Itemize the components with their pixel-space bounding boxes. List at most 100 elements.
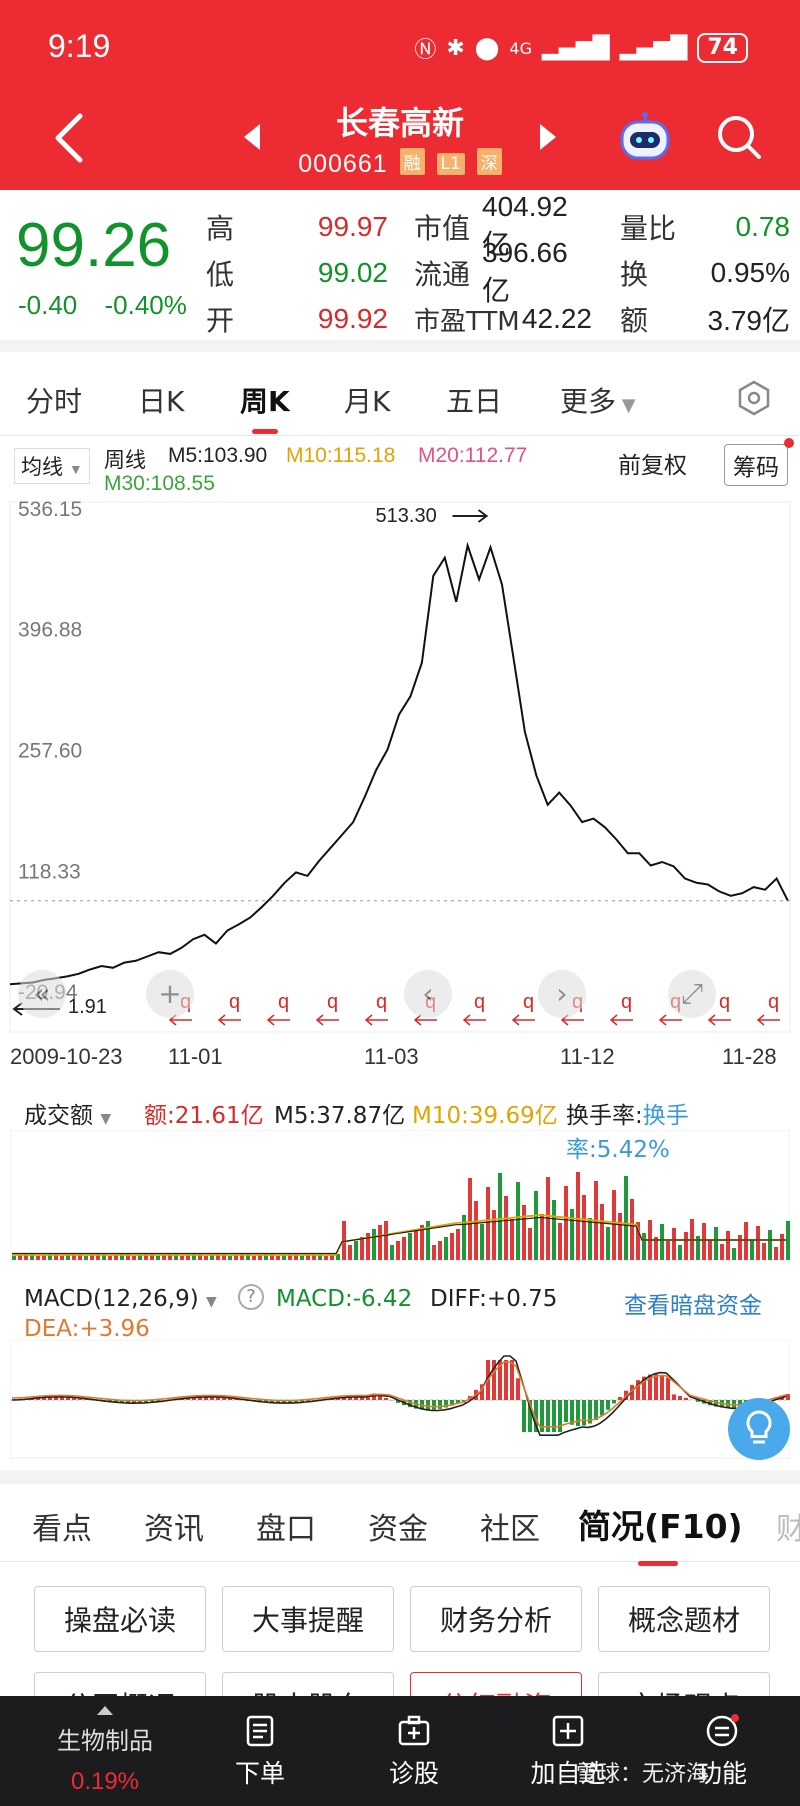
volume-bar	[282, 1255, 286, 1260]
tab-monthly-k[interactable]: 月K	[344, 385, 391, 418]
volume-bar	[432, 1245, 436, 1260]
tab-more-label: 更多	[560, 385, 617, 418]
value-amount-text: 3.79亿	[707, 305, 791, 336]
volume-chart[interactable]	[10, 1130, 790, 1270]
volume-bar	[714, 1227, 718, 1260]
tab-more[interactable]: 更多 ▼	[560, 380, 636, 420]
lightbulb-icon[interactable]	[728, 1398, 790, 1460]
tab-f10[interactable]: 简况(F10)	[578, 1500, 743, 1566]
status-time: 9:19	[48, 28, 111, 64]
btn-concepts[interactable]: 概念题材	[598, 1586, 770, 1652]
robot-assistant-icon[interactable]	[616, 112, 674, 162]
tab-news[interactable]: 资讯	[144, 1512, 204, 1547]
search-icon[interactable]	[714, 112, 764, 162]
chevron-down-icon: ▼	[100, 1111, 112, 1127]
ma5-value: M5:103.90	[168, 444, 268, 467]
macd-chart[interactable]	[10, 1340, 790, 1465]
nav-functions-label: 功能	[696, 1759, 747, 1788]
tab-daily-k[interactable]: 日K	[138, 385, 185, 418]
macd-histogram-bar	[600, 1400, 604, 1416]
macd-histogram-bar	[48, 1397, 52, 1400]
volume-bar	[498, 1173, 502, 1260]
macd-histogram-bar	[36, 1397, 40, 1400]
volume-bar	[162, 1255, 166, 1260]
macd-value: MACD:-6.42	[276, 1286, 413, 1312]
zoom-out-far-icon-bg	[18, 970, 66, 1018]
value-volratio-text: 0.78	[735, 211, 791, 242]
tab-funds[interactable]: 资金	[368, 1512, 428, 1547]
settings-hex-icon[interactable]	[736, 380, 772, 416]
btn-financials[interactable]: 财务分析	[410, 1586, 582, 1652]
tab-weekly-k[interactable]: 周K	[240, 380, 290, 434]
nav-order[interactable]: 下单	[200, 1714, 320, 1790]
volume-bar	[756, 1226, 760, 1260]
tab-kandian[interactable]: 看点	[32, 1512, 92, 1547]
event-marker: q	[376, 991, 387, 1013]
ma10-value: M10:115.18	[286, 444, 396, 467]
label-amount: 额	[620, 296, 648, 342]
last-price: 99.26	[16, 211, 172, 280]
back-icon[interactable]	[50, 112, 90, 164]
next-stock-icon[interactable]	[540, 124, 556, 150]
ma-selector[interactable]: 均线 ▼	[14, 448, 90, 484]
tab-five-day[interactable]: 五日	[446, 385, 503, 418]
tag-rong: 融	[399, 148, 425, 175]
label-pe-text: 市盈TTM	[414, 306, 520, 337]
macd-histogram-bar	[432, 1400, 436, 1410]
menu-icon	[706, 1714, 739, 1747]
volume-bar	[276, 1256, 280, 1260]
volume-bar	[660, 1224, 664, 1260]
btn-events[interactable]: 大事提醒	[222, 1586, 394, 1652]
volume-bar	[510, 1219, 514, 1260]
help-icon[interactable]: ?	[238, 1284, 264, 1310]
volume-bar	[78, 1253, 82, 1260]
prev-stock-icon[interactable]	[244, 124, 260, 150]
volume-bar	[450, 1233, 454, 1260]
volume-selector[interactable]: 成交额 ▼	[24, 1096, 111, 1130]
volume-bar	[780, 1234, 784, 1260]
stock-code: 000661	[298, 150, 388, 178]
volume-bar	[228, 1256, 232, 1260]
stock-name: 长春高新	[335, 104, 464, 142]
volume-bar	[18, 1255, 22, 1260]
nav-functions[interactable]: 功能	[662, 1714, 782, 1790]
high-annotation: 513.30	[376, 505, 437, 527]
sector-info[interactable]: 生物制品 0.19%	[30, 1706, 180, 1796]
value-high: 99.97	[312, 204, 388, 250]
fuquan-toggle[interactable]: 前复权	[618, 452, 687, 478]
amount-value: 额:21.61亿	[144, 1103, 264, 1129]
tab-fenshi[interactable]: 分时	[26, 385, 83, 418]
volume-bar	[54, 1253, 58, 1260]
volume-bar	[426, 1221, 430, 1260]
btn-trading-guide[interactable]: 操盘必读	[34, 1586, 206, 1652]
tab-community[interactable]: 社区	[480, 1512, 540, 1547]
turnover-rate-value: 换手率:5.42%	[566, 1103, 689, 1163]
macd-histogram-bar	[684, 1397, 688, 1400]
tab-pankou[interactable]: 盘口	[256, 1512, 316, 1547]
tab-finance-partial[interactable]: 财	[776, 1512, 800, 1547]
dark-pool-link[interactable]: 查看暗盘资金	[624, 1293, 762, 1319]
nav-diagnose[interactable]: 诊股	[354, 1714, 474, 1790]
volume-bar	[570, 1209, 574, 1260]
volume-bar	[96, 1254, 100, 1260]
volume-bar	[198, 1253, 202, 1260]
event-arrow-icon	[364, 1014, 388, 1026]
volume-bar	[720, 1244, 724, 1260]
macd-diff-line	[11, 1355, 787, 1436]
volume-bar	[12, 1256, 16, 1260]
price-chart[interactable]: 536.15396.88257.60118.33-20.94513.301.91…	[0, 500, 800, 1040]
volume-bar	[180, 1256, 184, 1260]
macd-histogram-bar	[552, 1400, 556, 1432]
chouma-button[interactable]: 筹码	[724, 444, 788, 486]
volume-bar	[456, 1229, 460, 1260]
macd-histogram-bar	[72, 1398, 76, 1400]
date-label-4: 11-12	[560, 1044, 615, 1069]
volume-bar	[372, 1229, 376, 1260]
nav-add-watchlist[interactable]: 加自选	[508, 1714, 628, 1790]
event-marker: q	[719, 991, 730, 1013]
add-icon	[552, 1715, 584, 1747]
macd-selector[interactable]: MACD(12,26,9) ▼	[24, 1286, 217, 1312]
volume-bar	[564, 1186, 568, 1260]
volume-bar	[72, 1254, 76, 1260]
macd-histogram-bar	[354, 1397, 358, 1400]
